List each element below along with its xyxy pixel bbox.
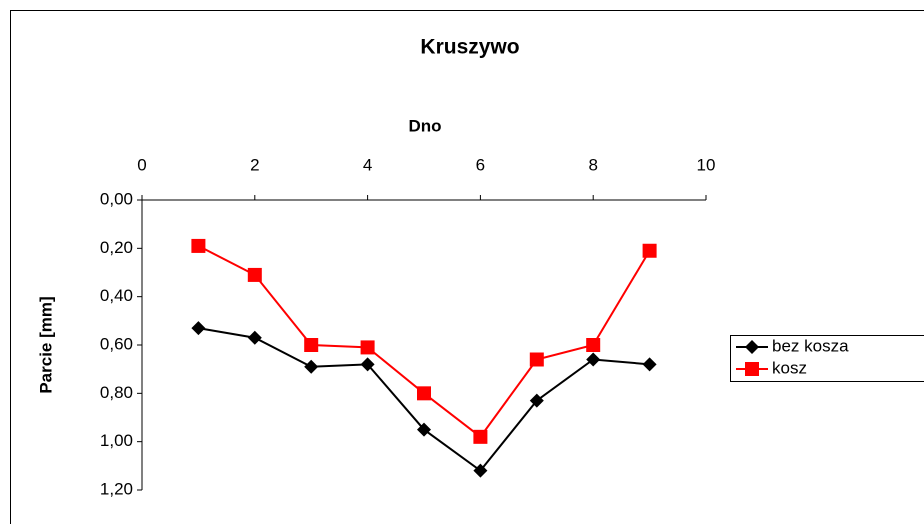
data-point [643,244,657,258]
legend-label: kosz [772,358,807,377]
x-tick-label: 0 [137,155,146,174]
x-tick-label: 8 [588,155,597,174]
chart-title: Kruszywo [420,36,519,59]
y-axis-title: Parcie [mm] [36,296,55,393]
y-tick-label: 0,40 [100,286,133,305]
y-tick-label: 0,00 [100,189,133,208]
data-point [191,239,205,253]
chart-border [11,11,924,525]
x-tick-label: 10 [697,155,716,174]
y-tick-label: 1,00 [100,431,133,450]
data-point [248,268,262,282]
data-point [361,340,375,354]
y-tick-label: 0,80 [100,383,133,402]
data-point [530,353,544,367]
x-tick-label: 4 [363,155,372,174]
data-point [417,386,431,400]
x-tick-label: 2 [250,155,259,174]
data-point [304,338,318,352]
data-point [586,338,600,352]
x-tick-label: 6 [476,155,485,174]
legend-label: bez kosza [772,336,849,355]
y-tick-label: 0,20 [100,238,133,257]
data-point [473,430,487,444]
x-axis-title: Dno [408,116,441,135]
y-tick-label: 1,20 [100,479,133,498]
legend-marker [745,362,759,376]
y-tick-label: 0,60 [100,334,133,353]
